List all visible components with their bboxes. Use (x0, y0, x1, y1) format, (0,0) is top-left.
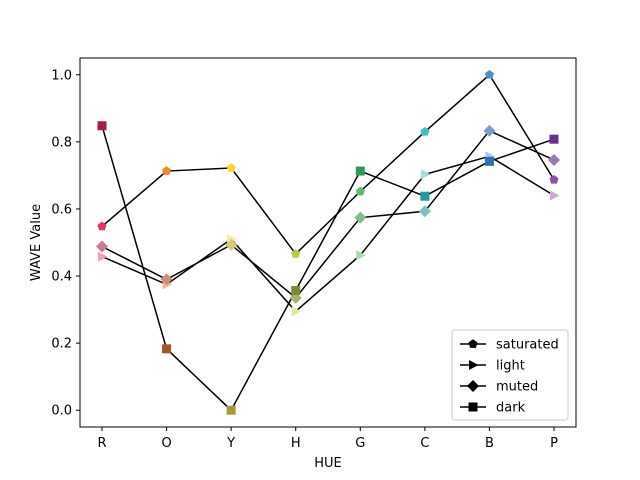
y-axis-label: WAVE Value (29, 204, 44, 281)
legend-marker-muted (467, 380, 479, 392)
y-axis: 0.0 0.2 0.4 0.6 0.8 1.0 (51, 68, 80, 419)
data-point-light-R (98, 251, 108, 262)
legend: saturated light muted dark (451, 329, 569, 421)
data-point-light-C (420, 169, 431, 180)
x-tick-label: C (420, 436, 429, 451)
data-point-saturated-Y (226, 163, 236, 172)
data-point-dark-Y (226, 405, 236, 415)
data-point-dark-G (355, 166, 365, 176)
x-tick-label: G (355, 436, 365, 451)
series-line-muted (101, 129, 555, 299)
legend-label-muted: muted (496, 380, 538, 395)
plot-frame (79, 57, 577, 428)
legend-label-light: light (496, 359, 525, 374)
x-tick-label: Y (226, 436, 235, 451)
y-tick-label: 1.0 (51, 68, 72, 83)
legend-box (451, 329, 569, 421)
x-tick-label: H (291, 436, 301, 451)
data-point-dark-C (420, 191, 430, 201)
data-point-saturated-H (291, 249, 301, 258)
series-line-saturated (101, 73, 555, 256)
data-point-muted-Y (225, 238, 238, 251)
y-tick-label: 0.2 (51, 337, 72, 352)
y-tick-label: 0.4 (51, 270, 72, 285)
x-tick-label: B (485, 436, 494, 451)
legend-marker-light (469, 360, 479, 370)
data-point-muted-B (483, 124, 496, 137)
legend-marker-dark (468, 402, 478, 412)
data-point-muted-C (418, 205, 431, 218)
data-point-muted-P (548, 153, 560, 166)
data-point-saturated-O (162, 166, 172, 175)
legend-marker-saturated (468, 339, 478, 348)
x-tick-label: O (161, 436, 171, 451)
data-point-muted-R (96, 240, 108, 253)
data-point-dark-O (162, 344, 172, 354)
series-layer (96, 69, 560, 415)
legend-label-dark: dark (496, 401, 526, 416)
series-line-light (101, 155, 555, 313)
data-point-muted-G (354, 211, 367, 224)
data-point-saturated-C (420, 127, 430, 136)
x-tick-label: P (550, 436, 558, 451)
data-point-dark-R (97, 121, 107, 131)
data-point-dark-H (291, 285, 301, 295)
data-point-light-P (550, 190, 560, 201)
data-point-light-H (291, 306, 302, 317)
data-point-saturated-B (484, 69, 494, 79)
y-tick-label: 0.0 (51, 404, 72, 419)
data-point-dark-B (484, 156, 494, 166)
data-point-muted-O (160, 273, 173, 286)
y-tick-label: 0.8 (51, 135, 72, 150)
x-tick-label: R (97, 436, 106, 451)
data-point-saturated-G (355, 186, 365, 196)
x-axis-label: HUE (314, 456, 342, 471)
data-point-light-G (356, 250, 366, 261)
legend-label-saturated: saturated (496, 338, 559, 353)
data-point-saturated-P (549, 174, 559, 184)
series-line-dark (101, 125, 555, 412)
data-point-saturated-R (97, 221, 107, 231)
data-point-dark-P (549, 134, 559, 144)
y-tick-label: 0.6 (51, 202, 72, 217)
